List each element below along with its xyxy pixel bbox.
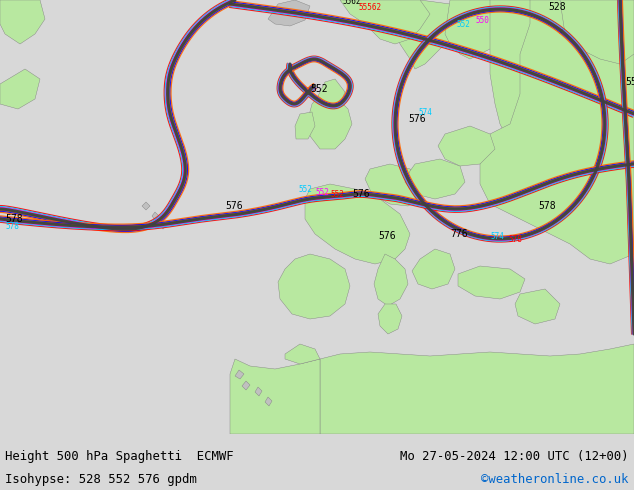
Polygon shape xyxy=(295,112,315,139)
Text: 552: 552 xyxy=(330,190,344,198)
Text: 552: 552 xyxy=(315,188,329,196)
Polygon shape xyxy=(405,159,465,199)
Text: 528: 528 xyxy=(548,2,566,12)
Polygon shape xyxy=(0,0,45,44)
Text: 55562: 55562 xyxy=(358,2,381,11)
Polygon shape xyxy=(340,0,430,44)
Text: 576: 576 xyxy=(225,201,243,211)
Polygon shape xyxy=(305,184,410,264)
Polygon shape xyxy=(515,289,560,324)
Text: 576: 576 xyxy=(378,231,396,241)
Polygon shape xyxy=(278,254,350,319)
Text: 552: 552 xyxy=(625,77,634,87)
Text: 574: 574 xyxy=(418,107,432,117)
Polygon shape xyxy=(255,387,262,396)
Text: Height 500 hPa Spaghetti  ECMWF: Height 500 hPa Spaghetti ECMWF xyxy=(5,450,234,463)
Polygon shape xyxy=(438,126,495,166)
Text: Mo 27-05-2024 12:00 UTC (12+00): Mo 27-05-2024 12:00 UTC (12+00) xyxy=(400,450,629,463)
Polygon shape xyxy=(142,202,150,210)
Polygon shape xyxy=(230,359,320,434)
Polygon shape xyxy=(285,344,320,364)
Polygon shape xyxy=(308,94,352,149)
Text: 578: 578 xyxy=(5,221,19,230)
Polygon shape xyxy=(412,249,455,289)
Text: Isohypse: 528 552 576 gpdm: Isohypse: 528 552 576 gpdm xyxy=(5,472,197,486)
Text: 578: 578 xyxy=(538,201,555,211)
Text: 552: 552 xyxy=(456,20,470,28)
Polygon shape xyxy=(0,69,40,109)
Text: 576: 576 xyxy=(408,114,425,124)
Polygon shape xyxy=(365,164,425,206)
Polygon shape xyxy=(152,212,159,220)
Polygon shape xyxy=(480,0,634,264)
Text: 576: 576 xyxy=(352,189,370,199)
Polygon shape xyxy=(490,0,634,174)
Polygon shape xyxy=(378,304,402,334)
Polygon shape xyxy=(265,397,272,406)
Polygon shape xyxy=(160,221,167,229)
Polygon shape xyxy=(445,0,520,59)
Text: 574: 574 xyxy=(490,231,504,241)
Polygon shape xyxy=(268,0,310,26)
Polygon shape xyxy=(458,266,525,299)
Polygon shape xyxy=(320,344,634,434)
Text: 550: 550 xyxy=(475,16,489,24)
Text: 578: 578 xyxy=(5,214,23,224)
Polygon shape xyxy=(235,370,244,379)
Text: 578: 578 xyxy=(508,235,522,244)
Polygon shape xyxy=(242,381,250,390)
Text: 552: 552 xyxy=(310,84,328,94)
Text: 552: 552 xyxy=(298,185,312,194)
Text: ©weatheronline.co.uk: ©weatheronline.co.uk xyxy=(481,472,629,486)
Polygon shape xyxy=(318,79,345,104)
Polygon shape xyxy=(560,0,634,64)
Text: 776: 776 xyxy=(450,229,468,239)
Polygon shape xyxy=(374,254,408,306)
Polygon shape xyxy=(380,0,470,69)
Text: 5562: 5562 xyxy=(342,0,361,5)
